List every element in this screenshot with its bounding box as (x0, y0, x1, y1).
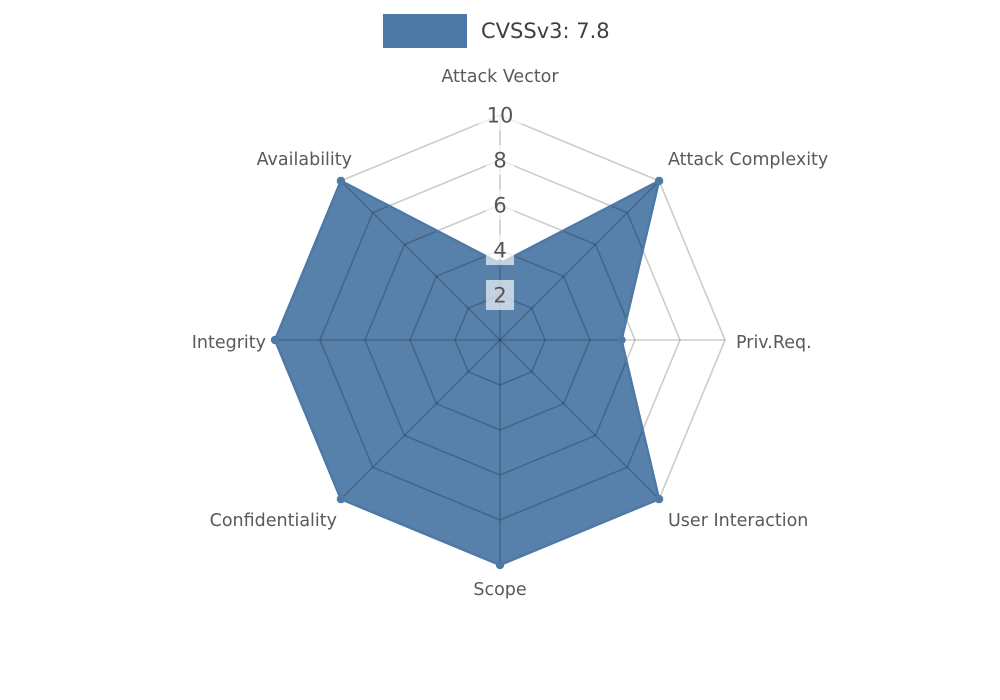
series-point-4 (495, 560, 505, 570)
series-fill (275, 180, 660, 565)
tick-label-4: 4 (493, 239, 506, 263)
axis-label-confidentiality: Confidentiality (210, 511, 337, 531)
grid-ring-4 (409, 249, 591, 431)
tick-box-6 (486, 190, 514, 220)
grid-ring-8 (319, 159, 681, 521)
tick-label-2: 2 (493, 284, 506, 308)
axis-line-3 (499, 339, 660, 500)
axis-label-user-interaction: User Interaction (668, 511, 808, 531)
grid-ring-2 (454, 294, 546, 386)
legend-label: CVSSv3: 7.8 (481, 19, 610, 43)
axis-line-1 (499, 180, 660, 341)
series-point-3 (654, 494, 664, 504)
tick-box-4 (486, 235, 514, 265)
series-point-6 (270, 335, 280, 345)
series-point-7 (336, 176, 346, 186)
tick-label-6: 6 (493, 194, 506, 218)
series-point-2 (617, 335, 626, 345)
axis-label-priv-req: Priv.Req. (736, 333, 812, 353)
grid-ring-6 (364, 204, 636, 476)
axis-line-5 (340, 339, 501, 500)
axis-label-attack-complexity: Attack Complexity (668, 150, 828, 170)
tick-label-10: 10 (487, 104, 514, 128)
series-point-5 (336, 494, 346, 504)
series-point-1 (654, 176, 664, 186)
tick-box-2 (486, 280, 514, 310)
tick-box-10 (478, 100, 522, 130)
legend: CVSSv3: 7.8 (383, 14, 610, 48)
tick-label-8: 8 (493, 149, 506, 173)
tick-box-8 (486, 145, 514, 175)
axis-label-availability: Availability (257, 150, 352, 170)
axis-label-scope: Scope (473, 580, 526, 600)
axis-line-7 (340, 180, 501, 341)
legend-swatch (383, 14, 467, 48)
axis-label-attack-vector: Attack Vector (441, 67, 559, 87)
axis-label-integrity: Integrity (192, 333, 266, 353)
